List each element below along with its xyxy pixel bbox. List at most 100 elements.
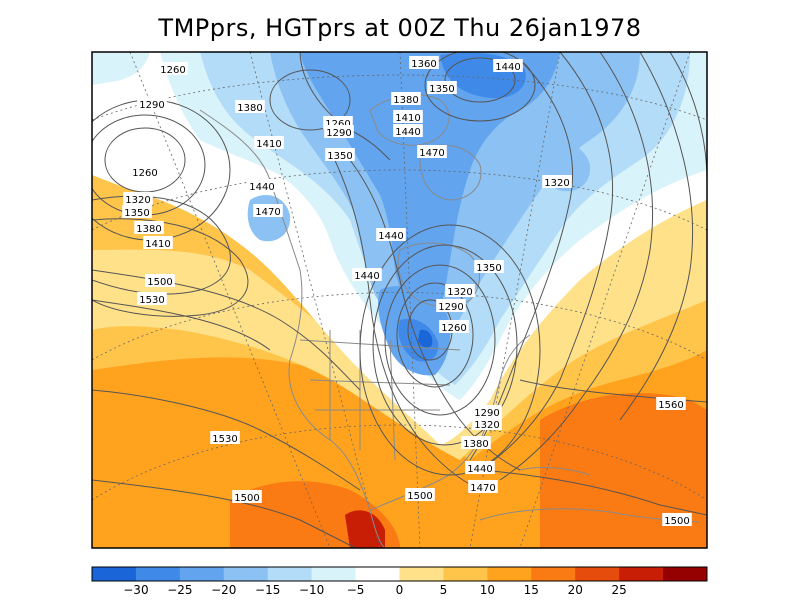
contour-label-bg (253, 204, 283, 217)
contour-label: 1530 (139, 295, 164, 306)
contour-label: 1470 (255, 207, 280, 218)
contour-label-bg (235, 100, 265, 113)
color-legend-swatch (179, 567, 225, 581)
contour-label-bg (472, 417, 502, 430)
contour-label: 1440 (249, 182, 274, 193)
color-legend-swatch (663, 567, 708, 581)
color-legend-tick-label: 15 (524, 583, 539, 597)
color-legend-swatch (355, 567, 400, 581)
contour-label-bg (158, 62, 188, 75)
contour-label-bg (376, 228, 406, 241)
contour-label: 1380 (136, 224, 161, 235)
contour-label: 1440 (395, 127, 420, 138)
contour-label-bg (232, 490, 262, 503)
contour-label: 1290 (326, 128, 351, 139)
contour-label-bg (210, 431, 240, 444)
color-legend-swatch (135, 567, 181, 581)
contour-label: 1320 (447, 287, 472, 298)
contour-label: 1290 (474, 408, 499, 419)
contour-label-bg (405, 488, 435, 501)
color-legend-swatch (619, 567, 664, 581)
contour-label-bg (393, 124, 423, 137)
color-legend-swatch (531, 567, 576, 581)
contour-label-bg (461, 436, 491, 449)
contour-label-bg (474, 260, 504, 273)
contour-label: 1470 (419, 148, 444, 159)
contour-label: 1440 (354, 271, 379, 282)
contour-label-bg (465, 461, 495, 474)
contour-label: 1260 (160, 65, 185, 76)
color-legend-tick-label: −5 (347, 583, 365, 597)
contour-label-bg (493, 59, 523, 72)
color-legend-swatch (267, 567, 312, 581)
contour-label: 1260 (132, 168, 157, 179)
contour-label: 1350 (124, 208, 149, 219)
contour-label-bg (247, 179, 277, 192)
contour-label: 1410 (395, 113, 420, 124)
height-contours (92, 52, 707, 548)
color-legend-swatch (575, 567, 620, 581)
contour-label-bg (134, 221, 164, 234)
contour-label-bg (324, 125, 354, 138)
color-legend-tick-label: −10 (299, 583, 324, 597)
contour-label-bg (393, 110, 423, 123)
contour-label: 1260 (441, 323, 466, 334)
color-legend-swatch (487, 567, 532, 581)
contour-label-bg (122, 205, 152, 218)
color-legend-tick-label: 10 (480, 583, 495, 597)
contour-label-bg (542, 175, 572, 188)
contour-label-bg (130, 165, 160, 178)
contour-label-bg (427, 81, 457, 94)
contour-label-bg (662, 513, 692, 526)
contour-label-bg (123, 192, 153, 205)
contour-label: 1380 (237, 103, 262, 114)
contour-label: 1260 (325, 119, 350, 130)
contour-label-bg (439, 320, 469, 333)
contour-label: 1560 (658, 400, 683, 411)
contour-label-bg (391, 92, 421, 105)
color-legend-swatch (443, 567, 488, 581)
color-legend-ticks: −30 −25 −20 −15 −10 −5 0 5 10 15 20 25 (123, 583, 627, 597)
contour-label: 1320 (125, 195, 150, 206)
color-legend (91, 566, 708, 582)
contour-label: 1440 (495, 62, 520, 73)
contour-label: 1410 (256, 139, 281, 150)
contour-label-bg (145, 274, 175, 287)
contour-label-bg (445, 284, 475, 297)
contour-label: 1320 (474, 420, 499, 431)
color-legend-swatch (92, 567, 137, 581)
contour-label-bg (254, 136, 284, 149)
color-legend-frame (91, 566, 708, 582)
contour-label: 1500 (664, 516, 689, 527)
contour-label-bg (352, 268, 382, 281)
contour-label-bg (143, 236, 173, 249)
contour-label-bg (409, 56, 439, 69)
contour-label: 1360 (411, 59, 436, 70)
contour-label: 1350 (429, 84, 454, 95)
contour-label: 1440 (467, 464, 492, 475)
color-legend-tick-label: 5 (440, 583, 448, 597)
contour-label-bg (417, 145, 447, 158)
contour-label-bg (468, 480, 498, 493)
contour-label: 1350 (327, 151, 352, 162)
contour-label: 1380 (393, 95, 418, 106)
color-legend-tick-label: −30 (123, 583, 148, 597)
contour-label-bg (472, 405, 502, 418)
map-title: TMPprs, HGTprs at 00Z Thu 26jan1978 (158, 14, 642, 42)
color-legend-swatch (311, 567, 356, 581)
contour-label: 1500 (234, 493, 259, 504)
contour-label: 1440 (378, 231, 403, 242)
contour-label: 1290 (139, 100, 164, 111)
color-legend-swatch (399, 567, 444, 581)
contour-label: 1380 (463, 439, 488, 450)
contour-label-bg (137, 292, 167, 305)
contour-label: 1410 (145, 239, 170, 250)
color-legend-tick-label: 20 (568, 583, 583, 597)
contour-label: 1290 (438, 302, 463, 313)
contour-label: 1350 (476, 263, 501, 274)
color-legend-swatch (223, 567, 269, 581)
contour-label-bg (137, 97, 167, 110)
